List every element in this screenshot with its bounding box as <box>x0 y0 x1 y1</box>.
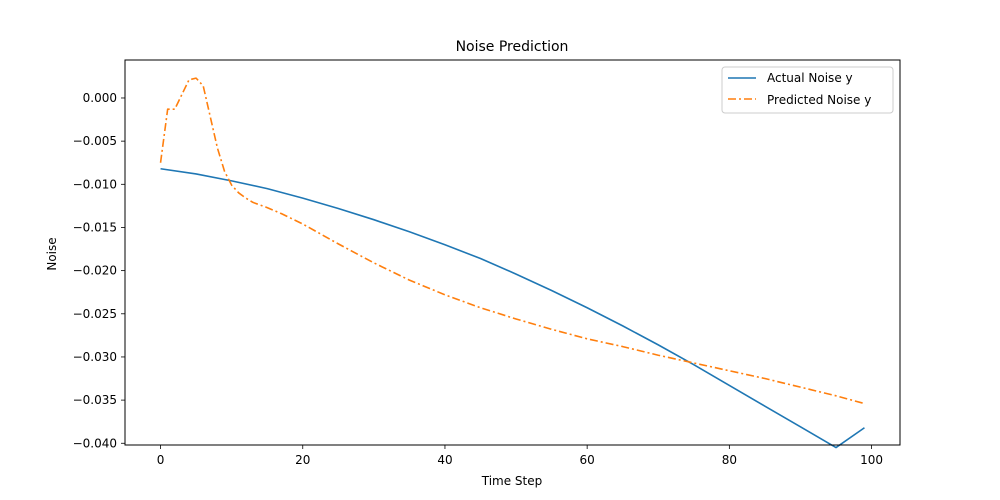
x-tick-label: 20 <box>295 453 310 467</box>
y-axis-label: Noise <box>45 237 59 270</box>
x-tick-label: 60 <box>580 453 595 467</box>
x-tick-label: 80 <box>722 453 737 467</box>
legend: Actual Noise y Predicted Noise y <box>721 66 894 114</box>
x-tick-label: 40 <box>437 453 452 467</box>
plot-area-border <box>124 59 901 446</box>
series-line-actual-noise <box>160 167 865 449</box>
y-axis: 0.000 −0.005 −0.010 −0.015 −0.020 −0.025 −0.03… <box>73 91 125 450</box>
x-axis-label: Time Step <box>481 474 543 488</box>
x-axis: 0 20 40 60 80 100 <box>157 445 883 467</box>
y-tick-label: −0.025 <box>73 307 117 321</box>
y-tick-label: −0.035 <box>73 393 117 407</box>
legend-label-predicted: Predicted Noise y <box>767 93 871 107</box>
y-tick-label: 0.000 <box>83 91 117 105</box>
chart-title: Noise Prediction <box>456 39 569 55</box>
legend-label-actual: Actual Noise y <box>767 71 853 85</box>
series-line-predicted-noise <box>159 77 865 405</box>
y-tick-label: −0.010 <box>73 177 117 191</box>
y-tick-label: −0.020 <box>73 264 117 278</box>
plot-layer <box>159 77 865 449</box>
y-tick-label: −0.030 <box>73 350 117 364</box>
y-tick-label: −0.015 <box>73 220 117 234</box>
y-tick-label: −0.005 <box>73 134 117 148</box>
y-tick-label: −0.040 <box>73 436 117 450</box>
x-tick-label: 0 <box>157 453 165 467</box>
x-tick-label: 100 <box>860 453 883 467</box>
legend-box <box>721 66 894 114</box>
